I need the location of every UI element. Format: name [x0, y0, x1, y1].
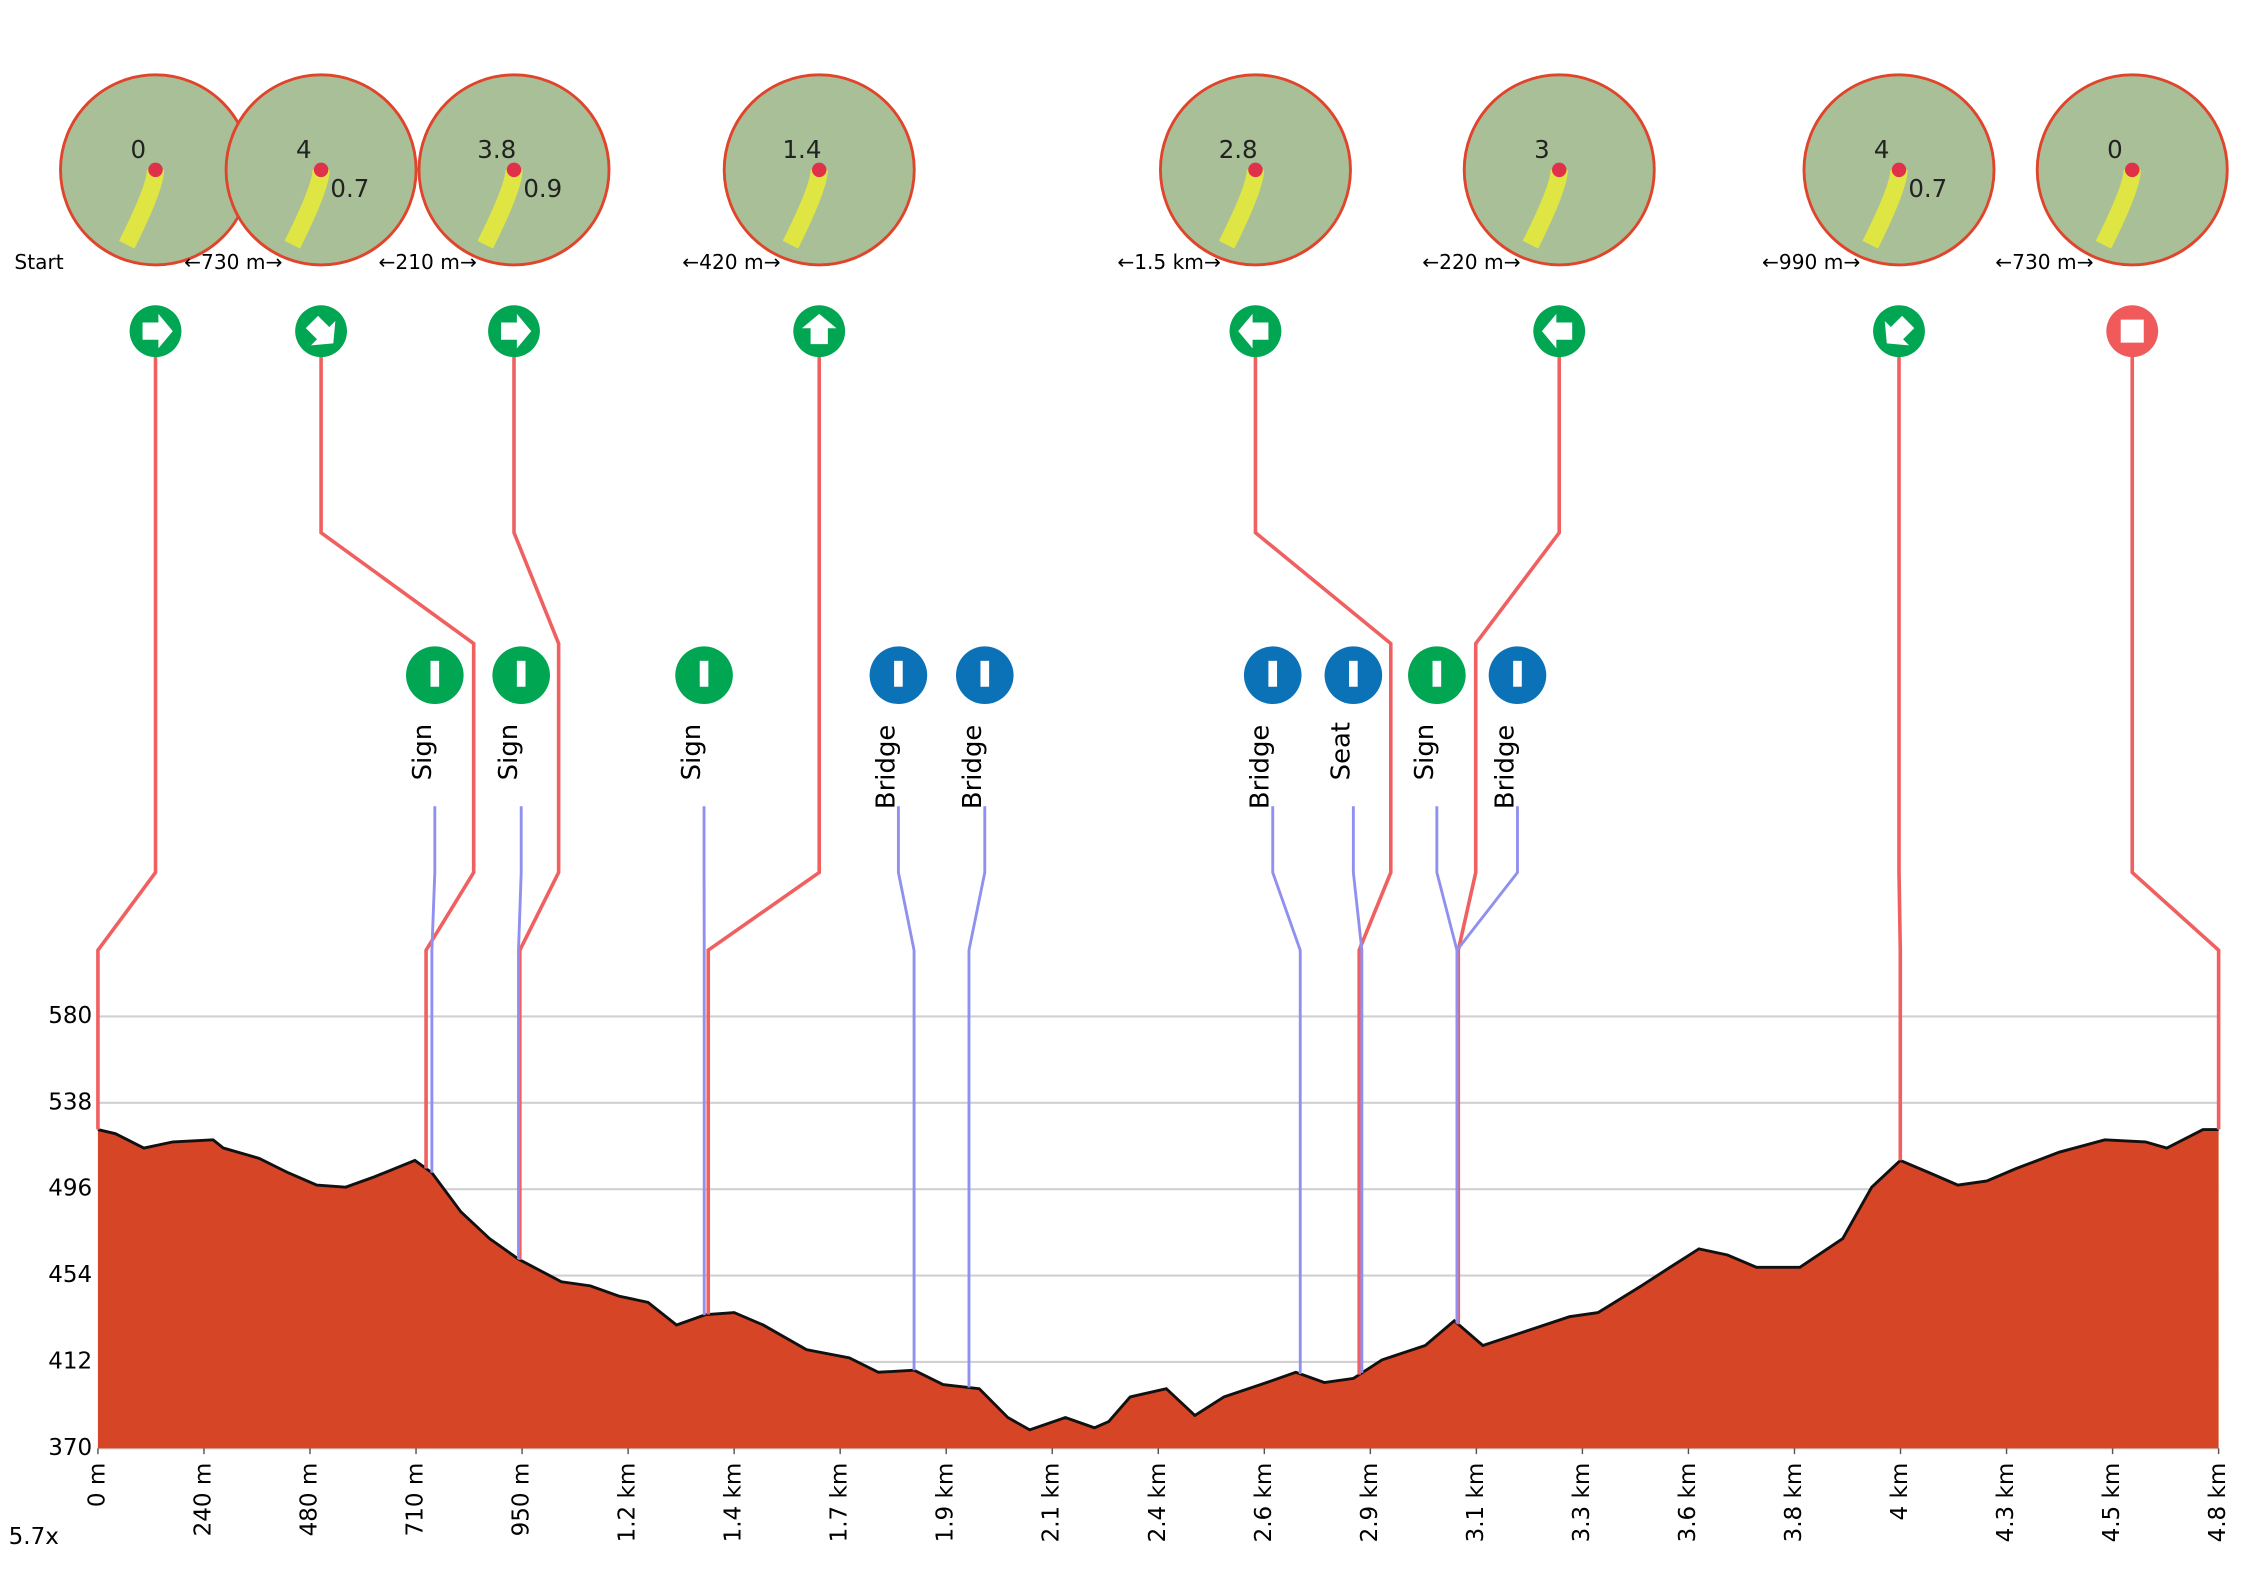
x-tick-label: 3.8 km	[1781, 1463, 1807, 1543]
poi-label: Bridge	[871, 725, 901, 809]
distance-label: ←220 m→	[1422, 250, 1520, 274]
poi-label: Seat	[1326, 722, 1356, 780]
map-position	[1248, 163, 1262, 177]
elevation-area	[98, 1130, 2219, 1449]
x-tick-label: 4.5 km	[2099, 1463, 2125, 1543]
poi-label: Sign	[677, 724, 707, 781]
maneuver-connector	[321, 357, 474, 1168]
poi-connector	[1273, 806, 1301, 1374]
x-tick-label: 3.3 km	[1569, 1463, 1595, 1543]
x-tick-label: 4 km	[1887, 1463, 1913, 1521]
poi-glyph	[1268, 661, 1277, 687]
map-label: 4	[1874, 135, 1890, 164]
map-label: 3.8	[477, 135, 516, 164]
x-tick-label: 2.1 km	[1039, 1463, 1065, 1543]
map-label: 4	[296, 135, 312, 164]
maneuver-connector	[708, 357, 819, 1314]
map-label: 3	[1534, 135, 1550, 164]
map-label: 0.9	[523, 174, 562, 203]
y-tick-label: 454	[48, 1262, 92, 1288]
y-tick-label: 538	[48, 1089, 92, 1115]
poi-glyph	[894, 661, 903, 687]
x-tick-label: 1.9 km	[933, 1463, 959, 1543]
poi-connector	[969, 806, 985, 1387]
poi-glyph	[430, 661, 439, 687]
distance-label: ←730 m→	[1995, 250, 2093, 274]
y-tick-label: 580	[48, 1003, 92, 1029]
maneuver-connector	[1899, 357, 1900, 1160]
map-label: 1.4	[782, 135, 821, 164]
y-tick-label: 412	[48, 1348, 92, 1374]
poi-glyph	[980, 661, 989, 687]
maneuver-connector	[1255, 357, 1390, 1375]
x-tick-label: 4.3 km	[1993, 1463, 2019, 1543]
x-tick-label: 710 m	[403, 1463, 429, 1537]
poi-connector	[432, 806, 435, 1173]
poi-connector	[1457, 806, 1518, 1323]
distance-label: ←730 m→	[184, 250, 282, 274]
y-tick-label: 496	[48, 1176, 92, 1202]
poi-label: Bridge	[1490, 725, 1520, 809]
poi-glyph	[700, 661, 709, 687]
x-tick-label: 1.2 km	[615, 1463, 641, 1543]
x-tick-label: 480 m	[296, 1463, 322, 1537]
poi-label: Bridge	[958, 725, 988, 809]
maneuver-connector	[1458, 357, 1559, 1324]
poi-glyph	[517, 661, 526, 687]
x-tick-label: 240 m	[190, 1463, 216, 1537]
page: {"chart_data": {"type": "area", "color":…	[0, 0, 2246, 1588]
map-position	[507, 163, 521, 177]
zoom-label: 5.7x	[9, 1524, 59, 1550]
distance-label: Start	[14, 250, 63, 274]
poi-connector	[1437, 806, 1457, 1323]
distance-label: ←420 m→	[682, 250, 780, 274]
x-tick-label: 0 m	[84, 1463, 110, 1507]
poi-label: Sign	[494, 724, 524, 781]
distance-label: ←1.5 km→	[1117, 250, 1220, 274]
poi-connector	[898, 806, 914, 1370]
poi-label: Sign	[408, 724, 438, 781]
x-tick-label: 1.7 km	[827, 1463, 853, 1543]
map-position	[148, 163, 162, 177]
maneuver-connector	[2132, 357, 2218, 1130]
x-tick-label: 2.9 km	[1357, 1463, 1383, 1543]
x-tick-label: 3.1 km	[1463, 1463, 1489, 1543]
x-tick-label: 2.6 km	[1251, 1463, 1277, 1543]
map-position	[1892, 163, 1906, 177]
poi-glyph	[1433, 661, 1442, 687]
chart: 5.7x 370 412 454 496 538 580 0 m 240 m 480 m 710 …	[0, 0, 2246, 1588]
map-label: 2.8	[1219, 135, 1258, 164]
stop-icon	[2121, 320, 2144, 343]
map-position	[1552, 163, 1566, 177]
distance-label: ←990 m→	[1762, 250, 1860, 274]
map-label: 0.7	[1908, 174, 1947, 203]
poi-glyph	[1349, 661, 1358, 687]
maneuver-connector	[98, 357, 156, 1130]
map-label: 0	[130, 135, 146, 164]
poi-glyph	[1513, 661, 1522, 687]
x-tick-label: 950 m	[509, 1463, 535, 1537]
x-tick-label: 3.6 km	[1675, 1463, 1701, 1543]
x-tick-label: 4.8 km	[2205, 1463, 2231, 1543]
map-label: 0.7	[330, 174, 369, 203]
distance-label: ←210 m→	[379, 250, 477, 274]
poi-label: Sign	[1410, 724, 1440, 781]
map-label: 0	[2107, 135, 2123, 164]
y-tick-label: 370	[48, 1435, 92, 1461]
map-position	[2125, 163, 2139, 177]
x-tick-label: 2.4 km	[1145, 1463, 1171, 1543]
poi-label: Bridge	[1246, 725, 1276, 809]
map-position	[812, 163, 826, 177]
map-position	[314, 163, 328, 177]
x-tick-label: 1.4 km	[721, 1463, 747, 1543]
